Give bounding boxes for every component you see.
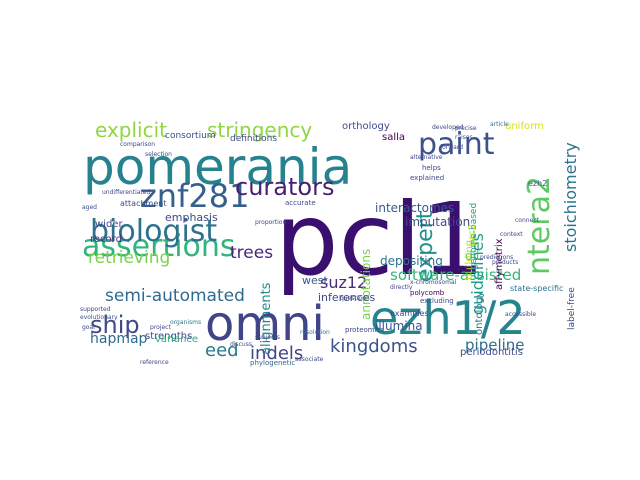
cloud-word: alternative [410, 154, 443, 161]
cloud-word: eed [205, 340, 239, 361]
cloud-word: discuss [230, 341, 252, 348]
cloud-word: predictions [480, 254, 514, 261]
cloud-word: ezh2 [528, 179, 548, 188]
cloud-word: znf281 [140, 177, 250, 215]
cloud-word: wider [95, 219, 123, 230]
cloud-word: kingdoms [330, 336, 418, 357]
cloud-word: omni [205, 296, 325, 352]
cloud-word: imputation [405, 215, 471, 229]
cloud-word: connect [515, 217, 539, 224]
cloud-word: assertions [82, 229, 236, 264]
cloud-word: project [150, 324, 171, 331]
cloud-word: forward [440, 144, 464, 151]
cloud-word: consortium [165, 131, 216, 141]
cloud-word: polycomb [410, 289, 445, 297]
cloud-word: explained [410, 174, 445, 182]
cloud-word: directly [390, 284, 413, 291]
cloud-word: undifferentiated [102, 189, 151, 196]
cloud-word: pcl1 [275, 181, 485, 298]
cloud-word: illumina [375, 319, 423, 333]
cloud-word: reference [140, 359, 169, 366]
cloud-word: hapmap [90, 331, 148, 347]
cloud-word: alignments [259, 282, 274, 355]
cloud-word: retrieving [88, 248, 171, 268]
cloud-word: inferences [318, 291, 376, 304]
cloud-word: accurate [285, 199, 316, 207]
cloud-word: excluding [420, 297, 454, 305]
cloud-word: state-specific [510, 284, 564, 293]
cloud-word: stoichiometry [561, 142, 580, 252]
cloud-word: emphasis [165, 211, 218, 224]
cloud-word: attachment [120, 199, 167, 208]
cloud-word: pipeline [465, 336, 525, 354]
cloud-word: organisms [170, 319, 202, 326]
cloud-word: curators [235, 173, 335, 201]
cloud-word: suz12 [320, 273, 368, 292]
cloud-word: software-assisted [390, 266, 522, 284]
cloud-word: label-free [567, 287, 577, 330]
cloud-word: accessible [505, 311, 537, 318]
cloud-word: dil [465, 249, 480, 263]
cloud-word: indels [250, 343, 304, 364]
cloud-word: helps [422, 164, 441, 172]
cloud-word: selection [145, 151, 172, 158]
cloud-word: pomerania [83, 138, 353, 196]
cloud-word: biologist [90, 214, 218, 249]
cloud-word: explicit [95, 120, 167, 142]
word-cloud: pcl1 pomerania omni ezh1/2 assertions biologi… [80, 120, 580, 370]
cloud-word: proportion [255, 219, 287, 226]
cloud-word: salla [382, 132, 406, 143]
cloud-word: ntera2 [522, 175, 557, 275]
cloud-word: goal [82, 324, 95, 331]
cloud-word: definitions [230, 134, 278, 144]
cloud-word: x-chromosomal [410, 279, 457, 286]
cloud-word: strengths [145, 331, 193, 342]
cloud-word: orthology [342, 121, 390, 132]
cloud-word: ontology [474, 291, 485, 335]
cloud-word: record [90, 234, 122, 245]
cloud-word: precise [455, 125, 477, 132]
cloud-word: west [302, 274, 328, 287]
cloud-word: question [340, 295, 366, 302]
cloud-word: article [490, 121, 509, 128]
cloud-word: uniform [505, 121, 544, 132]
cloud-word: comparison [120, 141, 156, 148]
cloud-word: prc2 [467, 223, 478, 246]
cloud-word: resolution [300, 329, 330, 336]
cloud-word: ship [90, 311, 140, 339]
cloud-word: products [492, 259, 519, 266]
cloud-word: raises [455, 134, 473, 141]
cloud-word: examples [390, 309, 429, 318]
cloud-word: interactomes [375, 201, 455, 215]
cloud-word: phylogenetic [250, 359, 296, 367]
cloud-word: ezh1/2 [370, 291, 526, 345]
cloud-word: annotations [359, 248, 373, 320]
cloud-word: trees [230, 243, 274, 263]
cloud-word: subjects [255, 334, 280, 341]
cloud-word: evolutionary [80, 314, 118, 321]
cloud-word: supported [80, 306, 111, 313]
cloud-word: aged [82, 204, 97, 211]
cloud-word: paint [418, 127, 495, 162]
cloud-word: context [500, 231, 523, 238]
cloud-word: proteomics [345, 326, 385, 334]
cloud-word: depositing [380, 254, 443, 268]
cloud-word: periodontitis [460, 347, 523, 358]
cloud-word: semi-automated [105, 286, 245, 306]
cloud-word: stringency [207, 120, 313, 142]
cloud-word: variance [155, 334, 199, 345]
cloud-word: associate [295, 356, 324, 363]
cloud-word: developed [432, 124, 464, 131]
